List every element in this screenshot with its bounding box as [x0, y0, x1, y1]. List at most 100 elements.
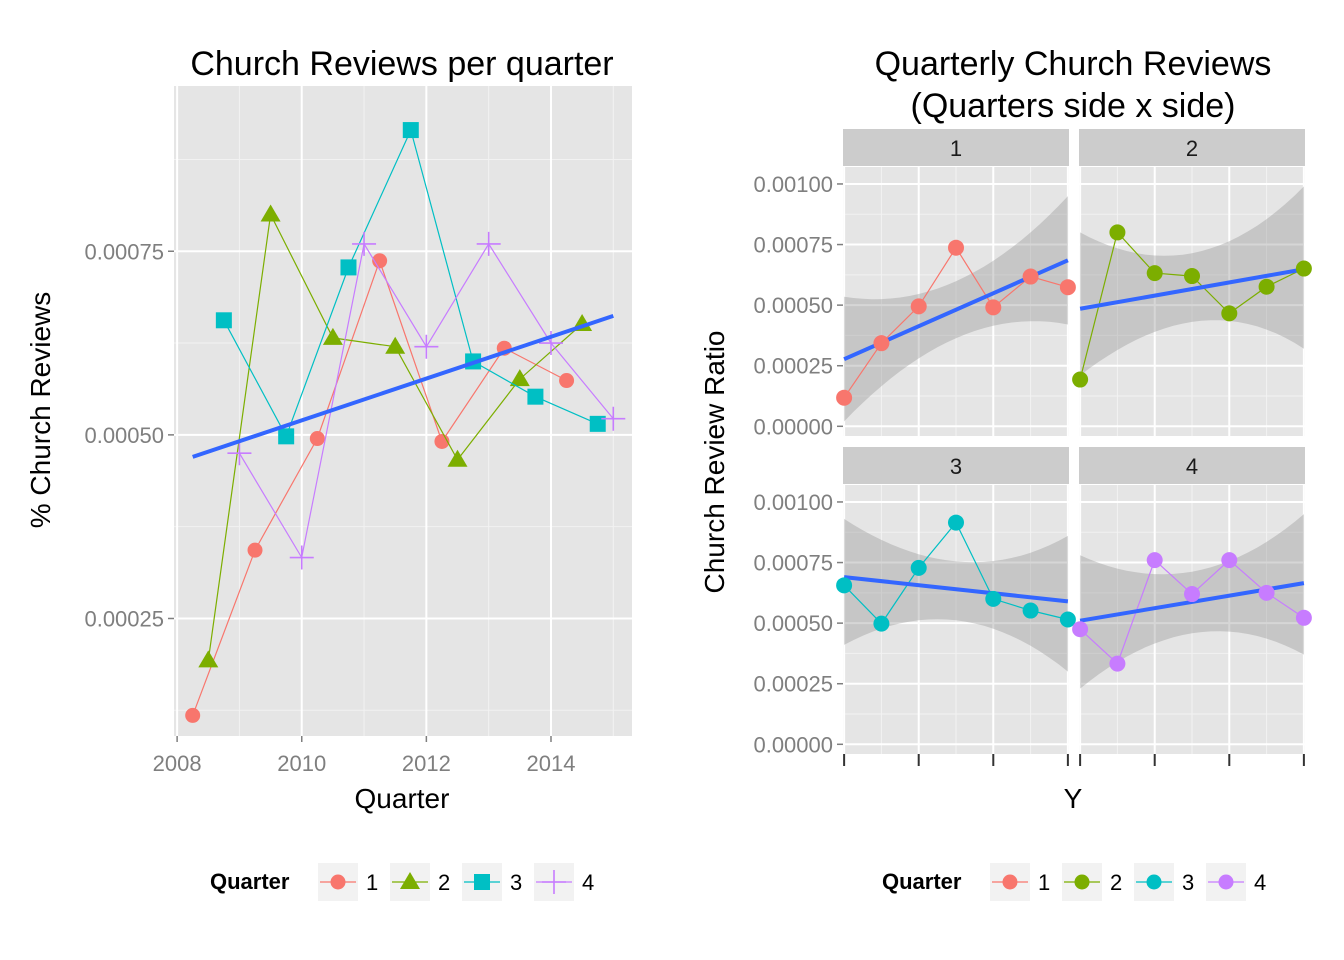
data-point — [948, 514, 964, 531]
left-chart: Church Reviews per quarter 0.00025 0.0005… — [25, 45, 632, 901]
data-point — [985, 299, 1002, 316]
legend-key-marker — [400, 872, 420, 889]
legend-key-1: 1 — [318, 863, 378, 901]
legend-key-2: 2 — [390, 863, 450, 901]
right-x-axis-title: Y — [1064, 783, 1083, 814]
y-tick-label: 0.00100 — [753, 490, 833, 515]
data-point — [527, 388, 544, 405]
left-trend-layer — [192, 313, 614, 459]
left-plot-panel — [174, 86, 632, 736]
legend-key-marker — [1074, 874, 1090, 890]
legend-label: 1 — [1038, 870, 1050, 895]
data-point — [1072, 621, 1089, 638]
legend-key-marker — [474, 874, 490, 890]
data-point — [1258, 584, 1275, 601]
data-point — [447, 449, 468, 467]
data-point — [309, 431, 325, 447]
data-point — [873, 615, 890, 632]
data-point — [1184, 586, 1200, 603]
left-chart-title: Church Reviews per quarter — [190, 45, 613, 83]
data-point — [1146, 552, 1163, 569]
facet-strip — [843, 447, 1069, 484]
data-point — [1295, 260, 1312, 277]
legend-label: 3 — [510, 870, 522, 895]
facet-strip — [1079, 129, 1305, 166]
left-legend-title: Quarter — [210, 869, 290, 894]
right-chart: Quarterly Church Reviews (Quarters side … — [699, 45, 1312, 901]
legend-label: 4 — [582, 870, 594, 895]
confidence-band — [844, 518, 1068, 672]
legend-label: 3 — [1182, 870, 1194, 895]
right-facets: 1 0.00000 0.00025 0.00050 0.00075 0.00100 2 3 0.… — [753, 129, 1312, 766]
data-point — [227, 441, 252, 466]
left-gridlines — [174, 86, 632, 736]
y-tick-label: 0.00000 — [753, 732, 833, 757]
series-4 — [227, 231, 626, 570]
data-point — [509, 369, 530, 387]
y-tick-label: 0.00050 — [753, 293, 833, 318]
data-point — [1109, 655, 1126, 672]
data-point — [1072, 371, 1089, 388]
x-tick-label: 2014 — [527, 751, 576, 776]
facet-panel-2: 2 — [1072, 129, 1312, 436]
data-point — [985, 590, 1002, 607]
y-tick-label: 0.00075 — [753, 551, 833, 576]
data-point — [185, 707, 201, 723]
x-tick-label: 2010 — [277, 751, 326, 776]
data-point — [948, 239, 964, 256]
data-point — [215, 312, 232, 329]
left-y-axis: 0.00025 0.00050 0.00075 — [84, 239, 174, 631]
data-point — [402, 122, 419, 139]
data-point — [836, 577, 853, 594]
data-point — [340, 259, 357, 276]
left-legend: Quarter 1 2 3 4 — [210, 863, 594, 901]
left-x-axis-title: Quarter — [355, 783, 450, 814]
data-point — [198, 650, 219, 668]
right-legend: Quarter 1 2 3 4 — [882, 863, 1266, 901]
facet-panel-1: 1 0.00000 0.00025 0.00050 0.00075 0.00100 — [753, 129, 1076, 439]
legend-key-3: 3 — [462, 863, 522, 901]
data-point — [1221, 552, 1238, 569]
data-point — [589, 415, 606, 432]
trend-line — [843, 575, 1069, 604]
data-point — [372, 253, 388, 269]
left-x-axis: 2008 2010 2012 2014 — [153, 736, 576, 776]
data-point — [247, 542, 263, 558]
legend-key-1: 1 — [990, 863, 1050, 901]
data-point — [1221, 305, 1238, 322]
data-point — [1059, 279, 1076, 296]
y-tick-label: 0.00025 — [84, 606, 164, 631]
facet-panel-3: 3 0.00000 0.00025 0.00050 0.00075 0.00100 — [753, 447, 1076, 766]
data-point — [385, 336, 406, 354]
facet-strip — [1079, 447, 1305, 484]
legend-key-marker — [1218, 874, 1234, 890]
y-tick-label: 0.00000 — [753, 414, 833, 439]
y-tick-label: 0.00075 — [84, 239, 164, 264]
facet-strip-label: 4 — [1186, 454, 1198, 479]
data-point — [910, 298, 927, 315]
data-point — [260, 204, 281, 222]
legend-key-4: 4 — [534, 863, 594, 901]
left-legend-keys: 1 2 3 4 — [318, 863, 594, 901]
legend-key-marker — [1002, 874, 1018, 890]
legend-label: 4 — [1254, 870, 1266, 895]
y-tick-label: 0.00100 — [753, 172, 833, 197]
data-point — [1258, 278, 1275, 295]
right-chart-title: Quarterly Church Reviews — [875, 45, 1272, 83]
left-series-layer — [185, 122, 626, 723]
right-legend-title: Quarter — [882, 869, 962, 894]
legend-key-4: 4 — [1206, 863, 1266, 901]
data-point — [352, 231, 377, 256]
y-tick-label: 0.00075 — [753, 233, 833, 258]
right-y-axis-title: Church Review Ratio — [699, 331, 730, 594]
facet-strip — [843, 129, 1069, 166]
right-legend-keys: 1 2 3 4 — [990, 863, 1266, 901]
legend-key-3: 3 — [1134, 863, 1194, 901]
facet-panel-4: 4 — [1072, 447, 1312, 766]
data-point — [1184, 268, 1200, 285]
data-point — [1059, 611, 1076, 628]
data-point — [873, 335, 890, 352]
legend-key-marker — [330, 874, 346, 890]
legend-label: 2 — [1110, 870, 1122, 895]
data-point — [559, 373, 575, 389]
